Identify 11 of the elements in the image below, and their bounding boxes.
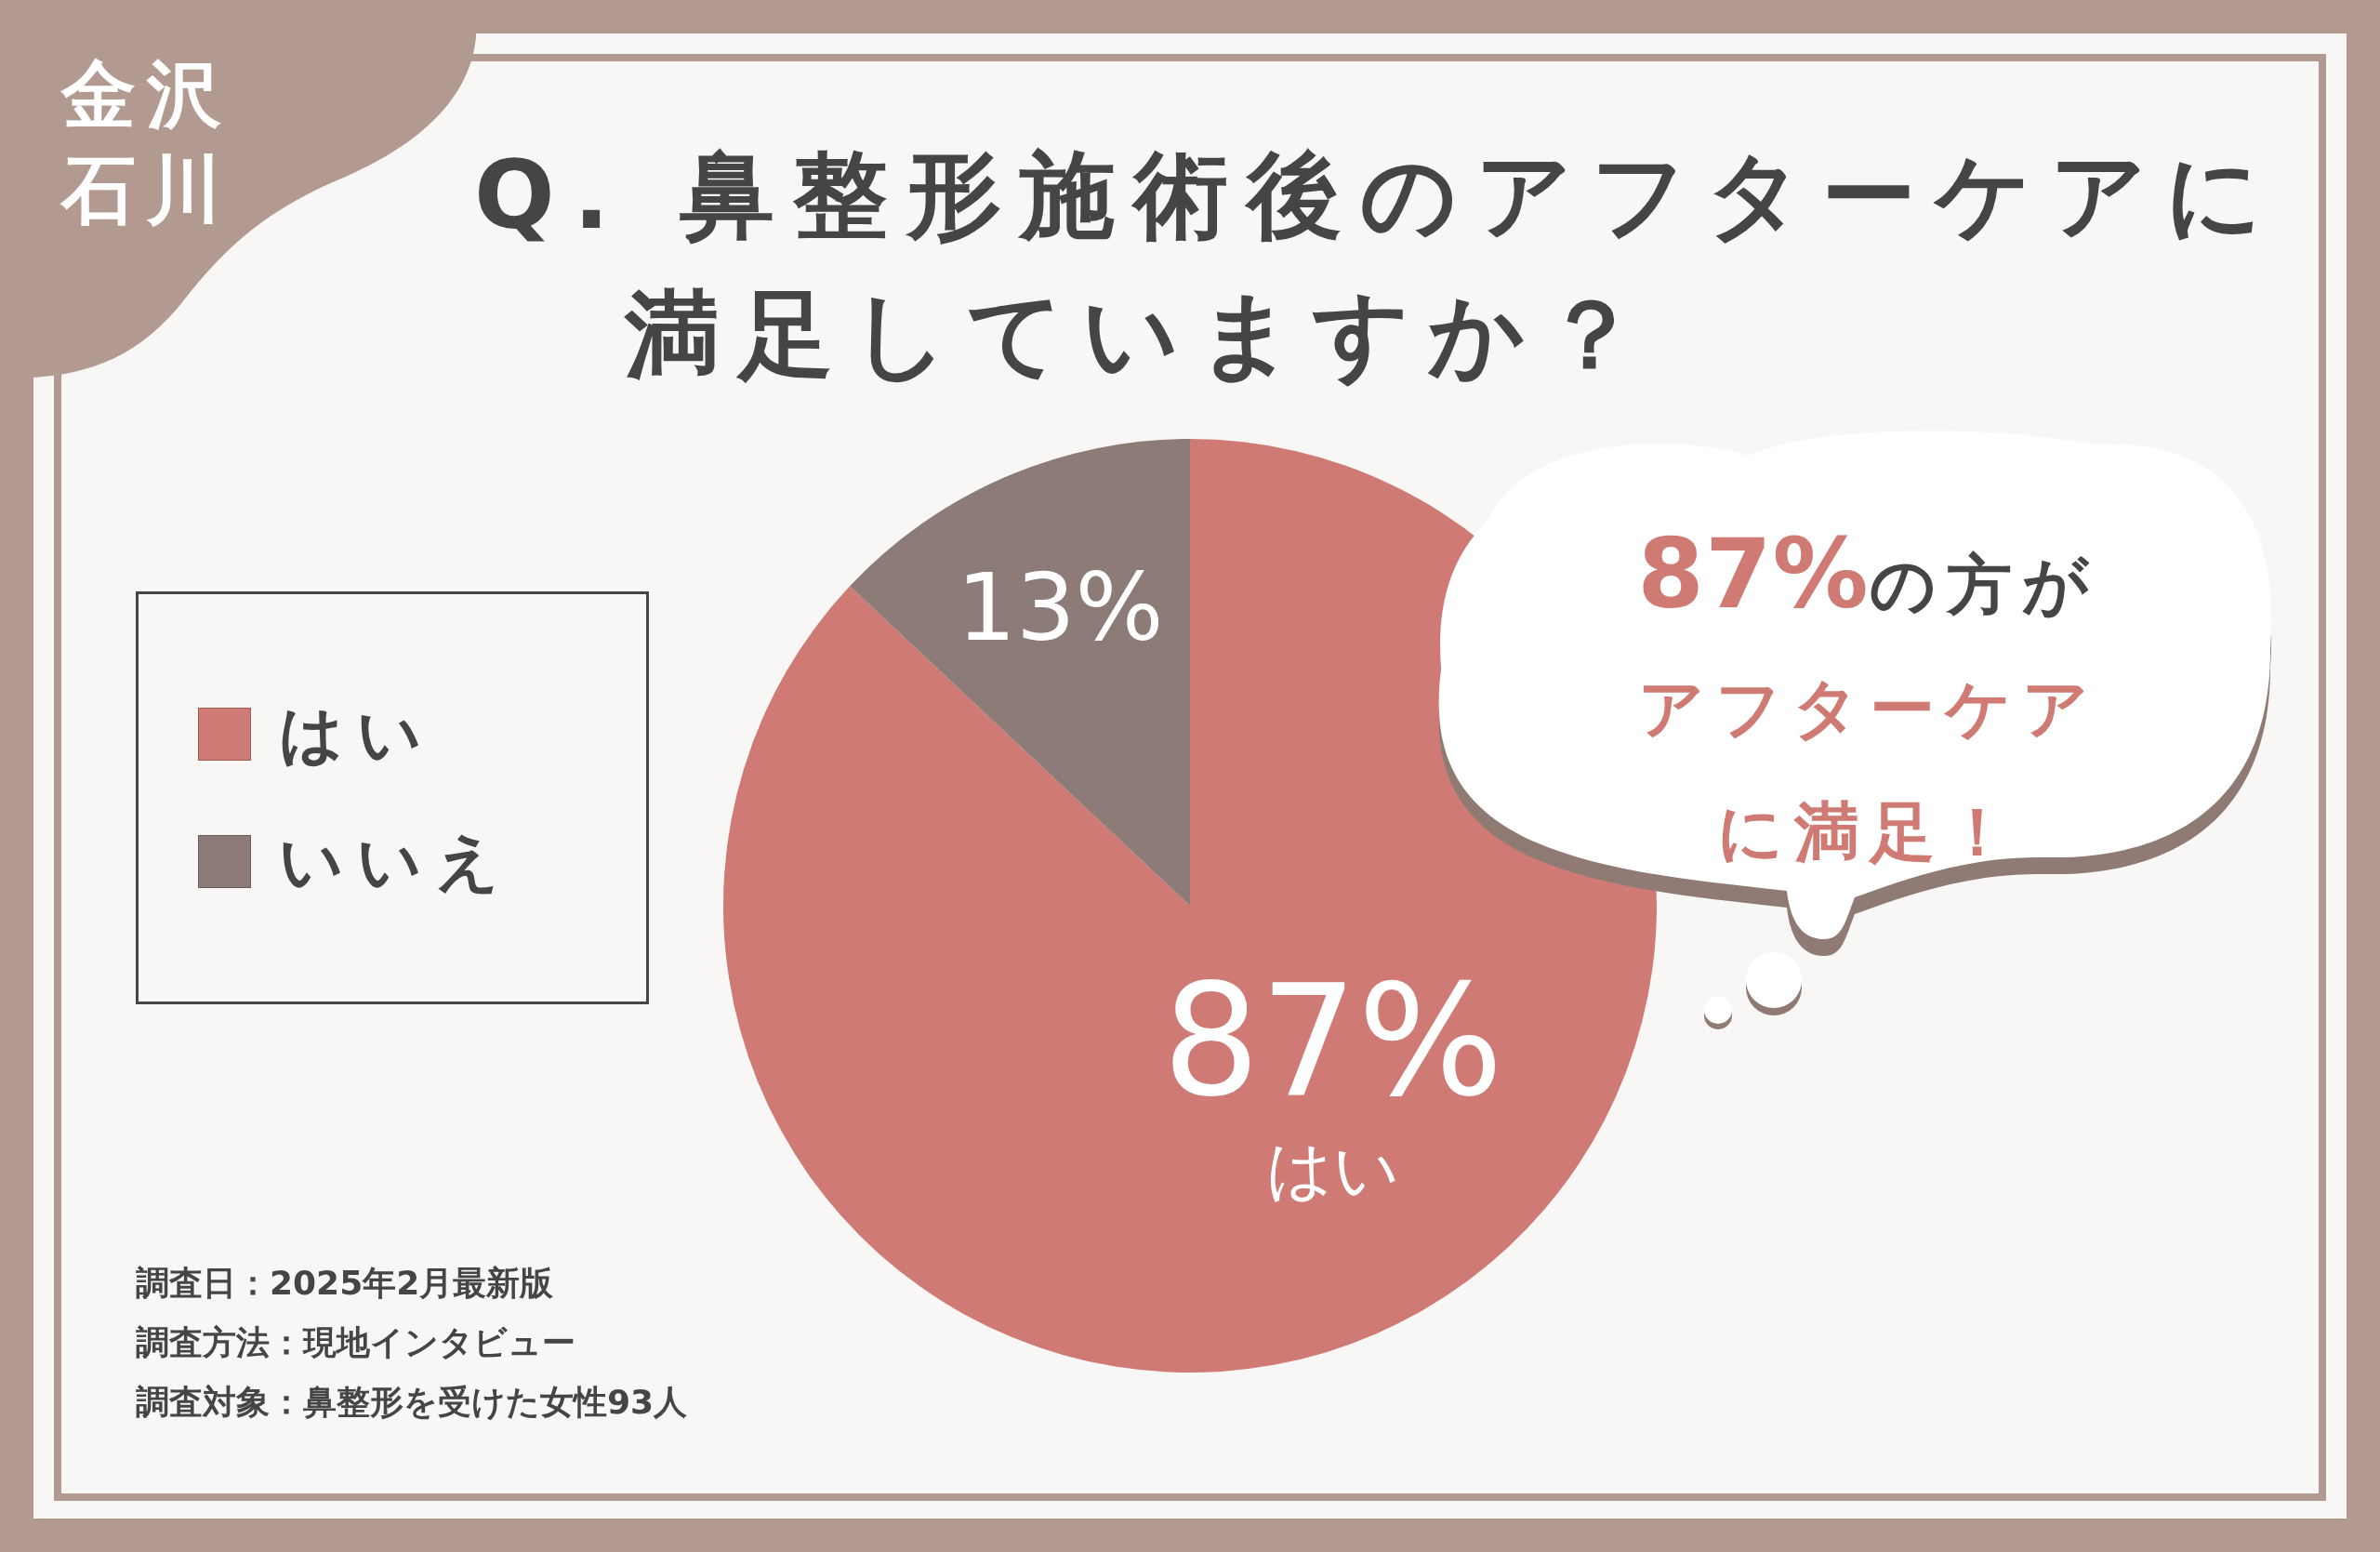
text: 調査対象：鼻整形を受けた女性93人 — [136, 1382, 688, 1423]
pie-slice — [850, 439, 1190, 906]
text: 調査日：2025年2月最新版 — [136, 1263, 555, 1304]
text: 87%の方がアフターケアに満足！ — [1637, 518, 2099, 870]
legend-label: はい — [279, 696, 435, 772]
data-label: 87% はい — [1162, 951, 1504, 1208]
text: 金沢石川 — [61, 50, 233, 235]
data-label: 13% — [957, 552, 1164, 662]
chart-title: Q. 鼻整形施術後のアフターケアに満足していますか？ — [474, 139, 2281, 391]
legend-label: いいえ — [279, 824, 513, 899]
text: 調査方法：現地インタビュー — [136, 1322, 576, 1363]
